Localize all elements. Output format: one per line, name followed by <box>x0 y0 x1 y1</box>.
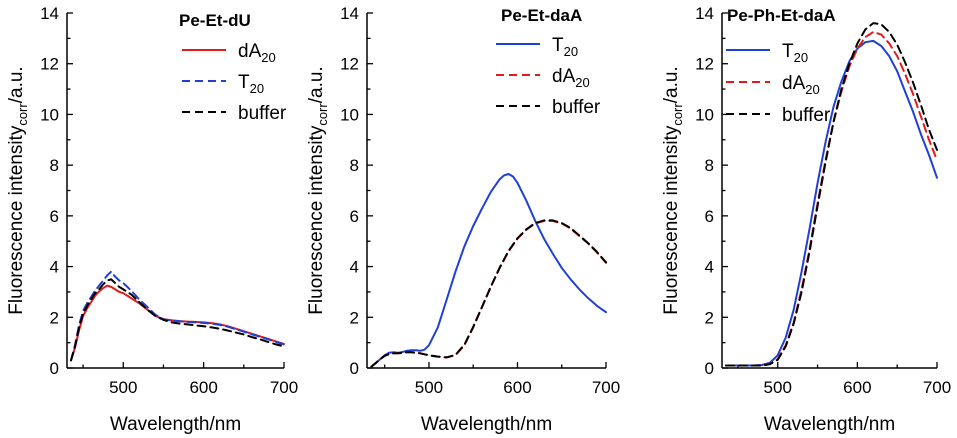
y-tick-label: 8 <box>50 156 59 175</box>
y-axis-title-sub: corr <box>15 103 30 126</box>
y-axis-title-unit: /a.u. <box>306 66 327 103</box>
x-tick-label: 700 <box>923 378 951 397</box>
x-tick-label: 600 <box>189 378 217 397</box>
y-tick-label: 12 <box>695 55 714 74</box>
y-tick-label: 12 <box>40 55 59 74</box>
y-tick-label: 14 <box>40 4 59 23</box>
x-axis-title: Wavelength/nm <box>421 414 552 435</box>
series-line-t20 <box>70 270 285 362</box>
x-axis-title: Wavelength/nm <box>764 414 895 435</box>
x-tick-label: 700 <box>592 378 620 397</box>
x-tick-label: 700 <box>270 378 298 397</box>
series-line-t20 <box>370 173 607 368</box>
series-line-t20 <box>725 39 938 367</box>
y-axis-title-sub: corr <box>670 103 685 126</box>
y-axis-title-unit: /a.u. <box>661 66 682 103</box>
y-tick-label: 4 <box>350 258 359 277</box>
y-tick-label: 2 <box>705 308 714 327</box>
y-tick-label: 14 <box>340 4 359 23</box>
y-tick-label: 6 <box>705 207 714 226</box>
chart-panel-2: 0 2 4 6 8 10 12 14 500 600 700 Wavelength/nm Fluores… <box>306 4 620 435</box>
legend-label: dA20 <box>552 66 590 90</box>
y-axis-title-main: Fluorescence intensity <box>306 125 327 315</box>
x-tick-label: 600 <box>843 378 871 397</box>
x-tick-label: 500 <box>415 378 443 397</box>
series-line-buffer <box>725 22 938 367</box>
legend-label: T20 <box>552 35 578 59</box>
legend-label: T20 <box>782 41 808 65</box>
x-axis-title: Wavelength/nm <box>110 414 241 435</box>
legend-label: T20 <box>238 72 264 96</box>
y-tick-label: 8 <box>350 156 359 175</box>
y-tick-label: 2 <box>350 308 359 327</box>
legend-label: buffer <box>238 103 287 124</box>
series-line-buffer <box>370 219 607 368</box>
y-axis-title: Fluorescence intensitycorr/a.u. <box>6 66 30 314</box>
y-tick-label: 2 <box>50 308 59 327</box>
y-tick-label: 0 <box>50 359 59 378</box>
y-tick-label: 12 <box>340 55 359 74</box>
y-axis-title-main: Fluorescence intensity <box>661 125 682 315</box>
y-tick-label: 8 <box>705 156 714 175</box>
legend-label: buffer <box>552 97 601 118</box>
y-axis-title-main: Fluorescence intensity <box>6 125 27 315</box>
y-tick-label: 10 <box>340 105 359 124</box>
x-tick-label: 500 <box>109 378 137 397</box>
legend-label: buffer <box>782 105 831 126</box>
y-tick-label: 14 <box>695 4 714 23</box>
y-axis-title: Fluorescence intensitycorr/a.u. <box>306 66 330 314</box>
y-tick-label: 0 <box>350 359 359 378</box>
panel-title: Pe-Et-dU <box>179 11 251 30</box>
legend-label: dA20 <box>782 73 820 97</box>
chart-panel-3: 0 2 4 6 8 10 12 14 500 600 700 Wavelength/nm Fluores… <box>661 4 951 435</box>
y-tick-label: 10 <box>695 105 714 124</box>
y-tick-label: 0 <box>705 359 714 378</box>
y-tick-label: 6 <box>350 207 359 226</box>
chart-panel-1: 0 2 4 6 8 10 12 14 500 600 700 Wavelength/nm Fluores… <box>6 4 298 435</box>
y-tick-label: 4 <box>50 258 59 277</box>
y-tick-label: 6 <box>50 207 59 226</box>
x-tick-label: 500 <box>764 378 792 397</box>
series-line-buffer <box>70 278 285 362</box>
x-tick-label: 600 <box>503 378 531 397</box>
y-axis-title-sub: corr <box>315 103 330 126</box>
y-tick-label: 10 <box>40 105 59 124</box>
y-axis-title-unit: /a.u. <box>6 66 27 103</box>
panel-title: Pe-Ph-Et-daA <box>727 6 836 25</box>
legend-label: dA20 <box>238 41 276 65</box>
y-axis-title: Fluorescence intensitycorr/a.u. <box>661 66 685 314</box>
y-tick-label: 4 <box>705 258 714 277</box>
panel-title: Pe-Et-daA <box>501 6 582 25</box>
